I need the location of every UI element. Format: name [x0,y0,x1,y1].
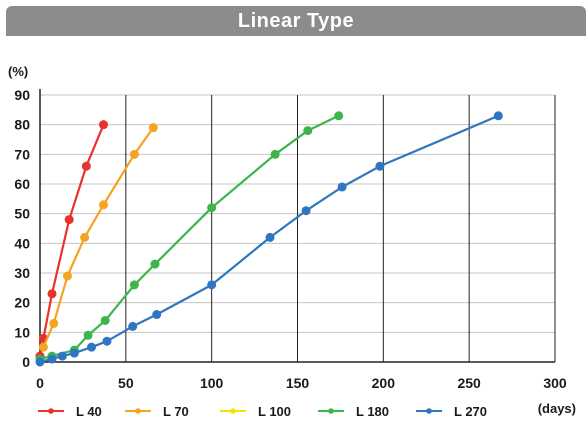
legend-swatch-marker [328,408,334,414]
data-point [102,336,112,346]
data-point [493,111,503,121]
data-point [57,351,67,361]
data-point [129,149,139,159]
data-point [47,289,57,299]
legend-label: L 270 [454,404,487,419]
data-point [337,182,347,192]
data-point [99,120,109,130]
x-tick-label: 100 [200,375,224,391]
data-point [375,161,385,171]
y-axis-label: (%) [8,64,28,79]
data-point [129,280,139,290]
data-point [334,111,344,121]
data-point [62,271,72,281]
x-tick-label: 150 [286,375,310,391]
legend-label: L 70 [163,404,189,419]
data-point [148,123,158,133]
y-tick-label: 60 [14,176,30,192]
y-tick-label: 40 [14,235,30,251]
data-point [303,126,313,136]
data-point [81,161,91,171]
x-axis-label: (days) [538,401,576,416]
data-point [207,203,217,213]
legend-label: L 100 [258,404,291,419]
data-point [87,342,96,352]
data-point [64,215,74,225]
data-point [38,342,48,352]
y-tick-label: 10 [14,324,30,340]
data-point [69,348,79,358]
data-point [270,149,280,159]
data-point [35,357,45,367]
y-tick-label: 70 [14,146,30,162]
y-tick-label: 90 [14,87,30,103]
series-line [38,124,105,357]
data-point [150,259,160,269]
data-point [100,315,110,325]
y-tick-label: 20 [14,295,30,311]
x-tick-label: 300 [543,375,567,391]
data-point [49,318,59,328]
x-tick-label: 0 [36,375,44,391]
legend-label: L 180 [356,404,389,419]
data-point [265,232,275,242]
data-point [99,200,109,210]
data-point [128,321,138,331]
y-tick-label: 80 [14,117,30,133]
legend-label: L 40 [76,404,102,419]
series-line [42,126,155,348]
x-tick-label: 250 [457,375,481,391]
data-point [152,310,162,320]
data-point [80,232,90,242]
y-tick-label: 50 [14,206,30,222]
legend-swatch-marker [135,408,141,414]
data-point [83,330,93,340]
x-tick-label: 200 [372,375,396,391]
data-point [301,206,311,216]
y-tick-label: 30 [14,265,30,281]
legend-swatch-marker [426,408,432,414]
data-point [47,354,57,364]
legend-swatch-marker [48,408,54,414]
chart-title-banner: Linear Type [6,6,586,36]
chart-title: Linear Type [237,10,355,32]
y-tick-label: 0 [22,354,30,370]
legend-swatch-marker [230,408,236,414]
data-point [207,280,217,290]
x-tick-label: 50 [118,375,134,391]
